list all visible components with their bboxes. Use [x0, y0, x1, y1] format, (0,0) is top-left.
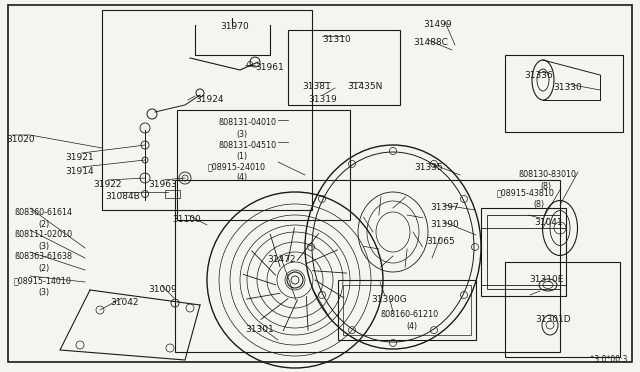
- Text: 31472: 31472: [267, 255, 296, 264]
- Text: 31301D: 31301D: [535, 315, 571, 324]
- Text: 31009: 31009: [148, 285, 177, 294]
- Text: (4): (4): [406, 322, 417, 331]
- Text: 31381: 31381: [302, 82, 331, 91]
- Text: 31963: 31963: [148, 180, 177, 189]
- Bar: [102, 10, 312, 210]
- Text: 31435N: 31435N: [347, 82, 382, 91]
- Bar: [165, 190, 180, 198]
- Text: 31100: 31100: [172, 215, 201, 224]
- Text: (2): (2): [38, 220, 49, 229]
- Text: (8): (8): [540, 182, 551, 191]
- Text: Ⓜ08915-14010: Ⓜ08915-14010: [14, 276, 72, 285]
- Text: 31042: 31042: [110, 298, 138, 307]
- Text: 31310E: 31310E: [529, 275, 563, 284]
- Text: 31020: 31020: [6, 135, 35, 144]
- Text: 31914: 31914: [65, 167, 93, 176]
- Text: 31924: 31924: [195, 95, 223, 104]
- Text: (3): (3): [38, 242, 49, 251]
- Text: 31970: 31970: [220, 22, 249, 31]
- Text: 31335: 31335: [414, 163, 443, 172]
- Text: 31041: 31041: [534, 218, 563, 227]
- Text: 31065: 31065: [426, 237, 455, 246]
- Bar: [338, 280, 476, 340]
- Text: 31922: 31922: [93, 180, 122, 189]
- Bar: [505, 262, 620, 357]
- Text: ^3.0*00·3: ^3.0*00·3: [589, 355, 628, 364]
- Text: Ⓜ08915-43810: Ⓜ08915-43810: [497, 188, 555, 197]
- Text: 31488C: 31488C: [413, 38, 448, 47]
- Text: (1): (1): [236, 152, 247, 161]
- Text: ß08160-61210: ß08160-61210: [380, 310, 438, 319]
- Text: ß08360-61614: ß08360-61614: [14, 208, 72, 217]
- Bar: [505, 55, 623, 132]
- Bar: [177, 110, 350, 220]
- Text: ß08130-83010: ß08130-83010: [518, 170, 576, 179]
- Text: 31390: 31390: [430, 220, 459, 229]
- Bar: [481, 208, 566, 296]
- Text: 31961: 31961: [255, 63, 284, 72]
- Text: ß08111-02010: ß08111-02010: [14, 230, 72, 239]
- Text: (3): (3): [38, 288, 49, 297]
- Text: (3): (3): [236, 130, 247, 139]
- Bar: [175, 180, 560, 352]
- Text: ß08131-04510: ß08131-04510: [218, 141, 276, 150]
- Text: 31397: 31397: [430, 203, 459, 212]
- Text: (8): (8): [533, 200, 544, 209]
- Text: 31330: 31330: [553, 83, 582, 92]
- Text: 31310: 31310: [322, 35, 351, 44]
- Text: (4): (4): [236, 173, 247, 182]
- Text: 31319: 31319: [308, 95, 337, 104]
- Text: 31084B: 31084B: [105, 192, 140, 201]
- Bar: [487, 215, 560, 289]
- Bar: [288, 30, 400, 105]
- Text: 31336: 31336: [524, 71, 553, 80]
- Text: 31301: 31301: [245, 325, 274, 334]
- Text: 31390G: 31390G: [371, 295, 407, 304]
- Text: 31499: 31499: [423, 20, 452, 29]
- Bar: [343, 285, 471, 335]
- Text: (2): (2): [38, 264, 49, 273]
- Text: ß08131-04010: ß08131-04010: [218, 118, 276, 127]
- Text: 31921: 31921: [65, 153, 93, 162]
- Text: Ⓜ08915-24010: Ⓜ08915-24010: [208, 162, 266, 171]
- Text: ß08363-61638: ß08363-61638: [14, 252, 72, 261]
